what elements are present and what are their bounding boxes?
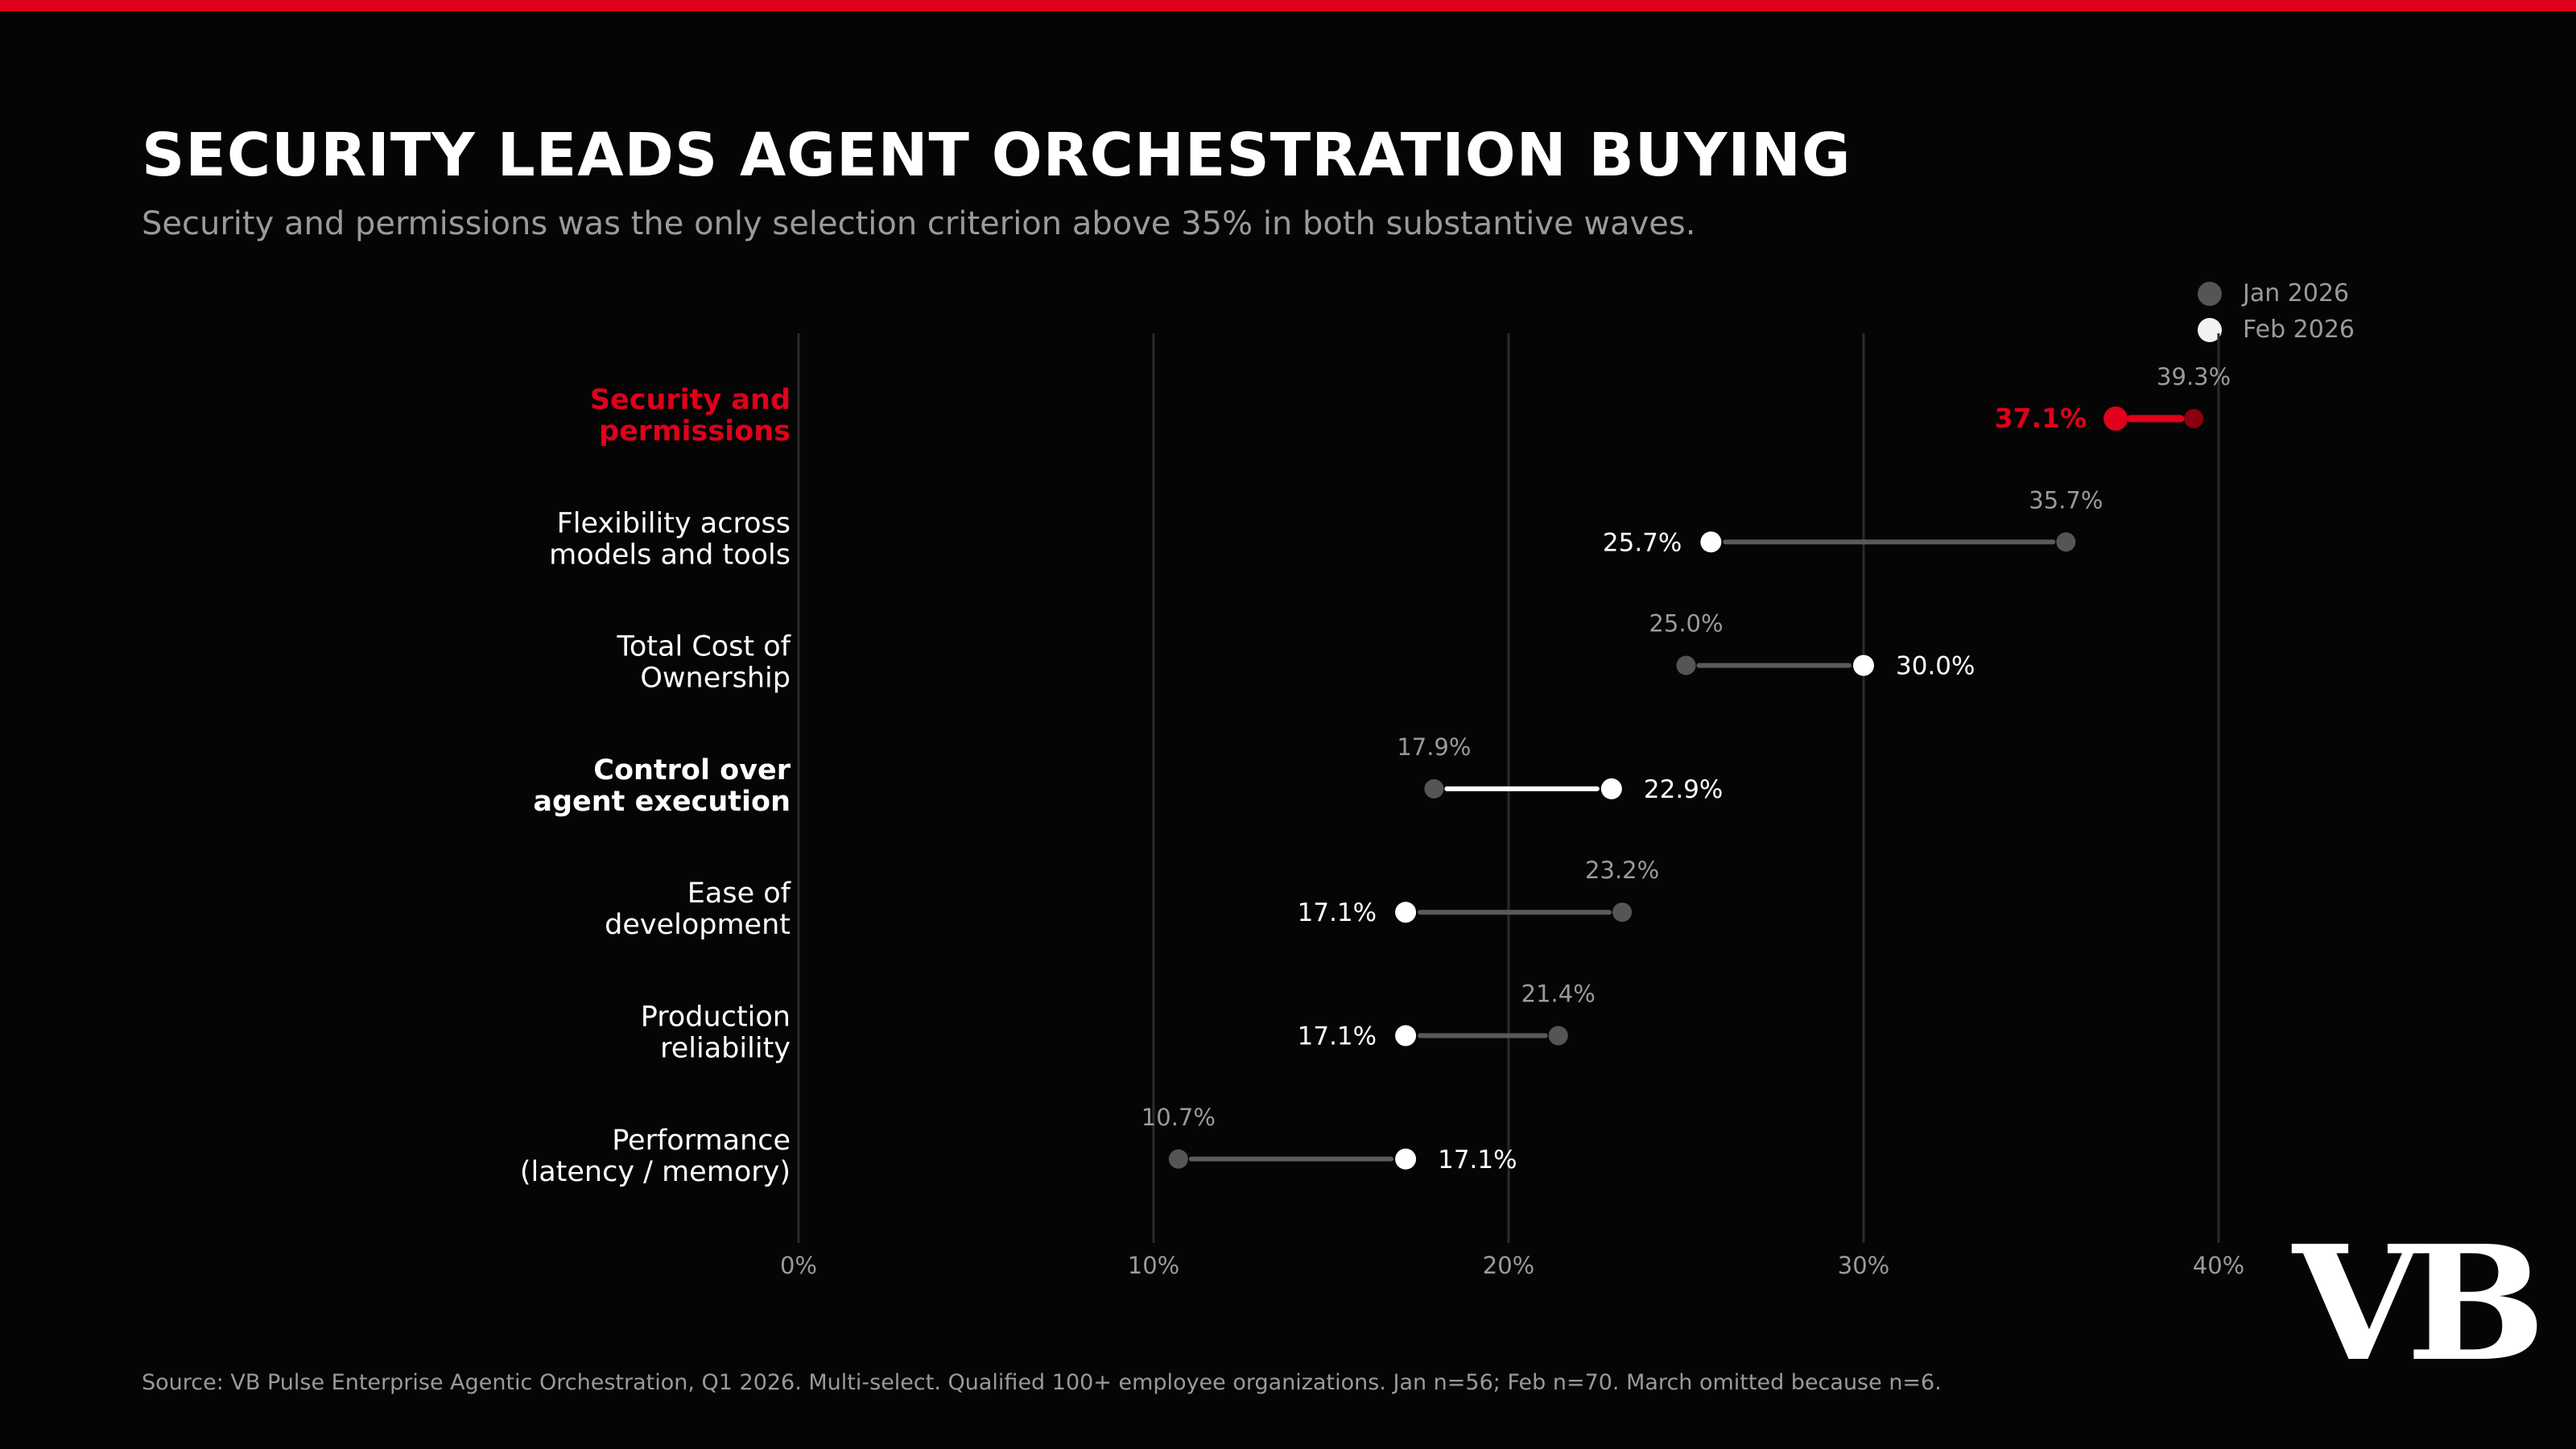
category-label: reliability bbox=[660, 1033, 791, 1065]
source-note: Source: VB Pulse Enterprise Agentic Orch… bbox=[142, 1370, 1942, 1395]
vb-logo: VB bbox=[2293, 1212, 2546, 1397]
category-label: development bbox=[605, 909, 791, 941]
x-tick-label: 40% bbox=[2193, 1252, 2244, 1279]
feb-point bbox=[1700, 531, 1722, 553]
x-tick-label: 10% bbox=[1128, 1252, 1179, 1279]
jan-point bbox=[1424, 778, 1444, 799]
top-accent-bar bbox=[0, 0, 2576, 11]
jan-value-label: 23.2% bbox=[1585, 857, 1659, 884]
feb-point bbox=[1853, 654, 1874, 676]
feb-value-label: 25.7% bbox=[1603, 528, 1682, 557]
category-label: (latency / memory) bbox=[520, 1156, 791, 1188]
jan-value-label: 25.0% bbox=[1649, 610, 1723, 638]
jan-point bbox=[1548, 1026, 1568, 1046]
feb-point bbox=[1395, 1148, 1417, 1170]
feb-value-label: 30.0% bbox=[1896, 652, 1975, 681]
jan-value-label: 35.7% bbox=[2029, 486, 2103, 514]
legend-label-feb: Feb 2026 bbox=[2243, 316, 2355, 344]
chart-title: SECURITY LEADS AGENT ORCHESTRATION BUYIN… bbox=[142, 121, 1852, 190]
jan-value-label: 17.9% bbox=[1397, 733, 1471, 761]
category-label: Performance bbox=[612, 1125, 791, 1157]
jan-point bbox=[1676, 655, 1696, 675]
feb-point bbox=[1395, 1025, 1417, 1046]
jan-point bbox=[2184, 409, 2204, 428]
chart-subtitle: Security and permissions was the only se… bbox=[142, 205, 1696, 242]
category-label: Ownership bbox=[640, 663, 791, 695]
category-label: Ease of bbox=[687, 877, 791, 910]
jan-value-label: 10.7% bbox=[1141, 1104, 1216, 1131]
category-label: Flexibility across bbox=[557, 507, 791, 539]
legend-label-jan: Jan 2026 bbox=[2243, 279, 2350, 308]
jan-value-label: 21.4% bbox=[1521, 980, 1596, 1008]
feb-value-label: 17.1% bbox=[1298, 898, 1377, 927]
category-label: permissions bbox=[599, 415, 791, 448]
feb-point bbox=[1600, 778, 1622, 799]
legend-swatch-jan bbox=[2198, 281, 2222, 306]
jan-point bbox=[2056, 532, 2076, 552]
category-label: Security and bbox=[590, 384, 791, 416]
x-tick-label: 20% bbox=[1483, 1252, 1534, 1279]
feb-point bbox=[1395, 902, 1417, 923]
category-label: Production bbox=[641, 1001, 791, 1034]
jan-point bbox=[1612, 902, 1633, 923]
category-label: models and tools bbox=[549, 539, 791, 571]
x-tick-label: 30% bbox=[1838, 1252, 1889, 1279]
x-tick-label: 0% bbox=[780, 1252, 817, 1279]
feb-value-label: 22.9% bbox=[1644, 775, 1723, 804]
feb-value-label: 37.1% bbox=[1995, 402, 2087, 434]
jan-value-label: 39.3% bbox=[2157, 363, 2231, 390]
jan-point bbox=[1168, 1149, 1188, 1169]
legend: Jan 2026 Feb 2026 bbox=[2198, 275, 2355, 348]
feb-value-label: 17.1% bbox=[1298, 1022, 1377, 1051]
category-label: agent execution bbox=[533, 786, 791, 818]
legend-item-jan: Jan 2026 bbox=[2198, 275, 2355, 312]
category-label: Total Cost of bbox=[616, 631, 791, 663]
feb-value-label: 17.1% bbox=[1438, 1146, 1517, 1174]
feb-point bbox=[2103, 407, 2128, 431]
category-label: Control over bbox=[593, 754, 791, 786]
